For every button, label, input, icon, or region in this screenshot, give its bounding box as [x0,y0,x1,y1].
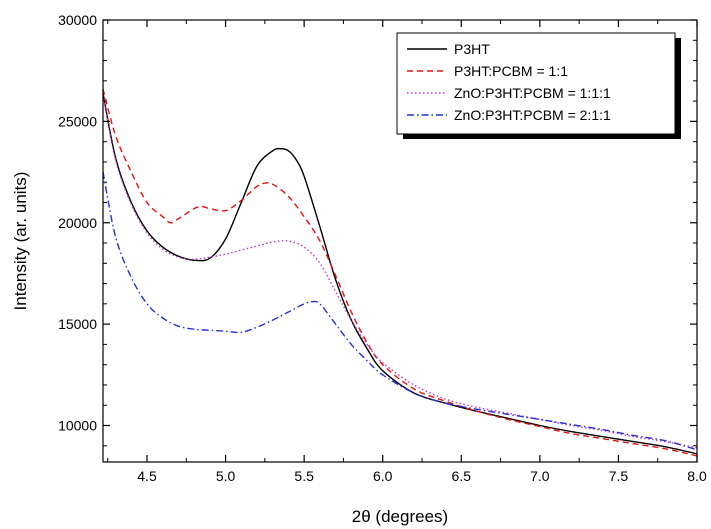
x-tick-label: 5.5 [294,468,314,484]
y-tick-label: 15000 [58,316,97,332]
series-line-4 [102,171,698,451]
x-tick-label: 4.5 [137,468,157,484]
x-tick-label: 6.0 [373,468,393,484]
y-tick-label: 30000 [58,12,97,28]
axis-tick-labels: 4.5 5.0 5.5 6.0 6.5 7.0 7.5 8.0 10000 15000 20000 2… [58,12,707,484]
legend-label-1: P3HT [454,41,490,57]
x-tick-label: 5.0 [216,468,236,484]
legend-box [396,32,676,135]
series-line-2 [102,88,698,457]
legend-label-2: P3HT:PCBM = 1:1 [454,63,568,79]
y-tick-label: 10000 [58,418,97,434]
y-tick-label: 20000 [58,215,97,231]
series-line-1 [102,92,698,455]
axis-ticks [103,19,698,462]
legend-label-4: ZnO:P3HT:PCBM = 2:1:1 [454,107,611,123]
x-tick-label: 8.0 [687,468,707,484]
legend: P3HT P3HT:PCBM = 1:1 ZnO:P3HT:PCBM = 1:1:1… [396,32,681,139]
x-tick-label: 7.5 [609,468,629,484]
y-axis-title: Intensity (ar. units) [11,172,30,311]
plot-frame [102,19,698,463]
x-axis-title: 2θ (degrees) [352,507,448,526]
legend-entries: P3HT P3HT:PCBM = 1:1 ZnO:P3HT:PCBM = 1:1:1… [407,41,611,123]
x-tick-label: 7.0 [530,468,550,484]
y-tick-label: 25000 [58,113,97,129]
series-lines [102,88,698,457]
legend-label-3: ZnO:P3HT:PCBM = 1:1:1 [454,85,611,101]
x-tick-label: 6.5 [452,468,472,484]
